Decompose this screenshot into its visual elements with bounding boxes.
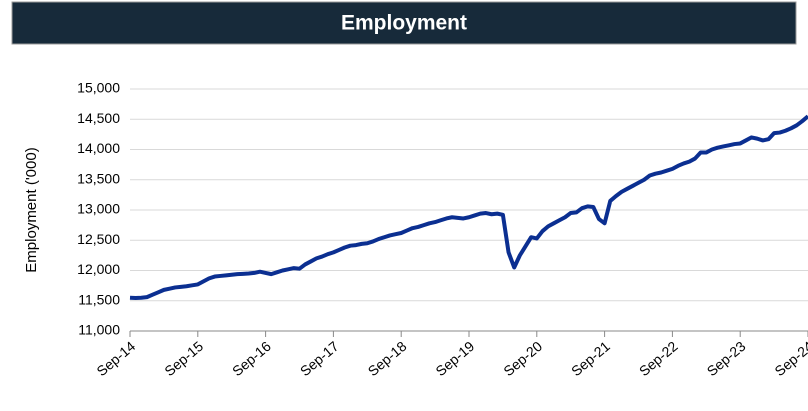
chart-title: Employment <box>341 12 467 35</box>
y-tick-label: 13,000 <box>77 201 120 217</box>
x-tick-label: Sep-14 <box>93 338 138 379</box>
y-axis-label: Employment ('000) <box>23 147 40 272</box>
y-tick-label: 13,500 <box>77 170 120 186</box>
x-tick-label: Sep-20 <box>500 338 545 379</box>
data-line <box>129 114 808 301</box>
x-tick-label: Sep-24 <box>771 338 808 379</box>
x-tick-label: Sep-19 <box>432 338 477 379</box>
y-tick-label: 12,000 <box>77 261 120 277</box>
y-tick-label: 11,500 <box>78 291 120 307</box>
title-bar <box>11 1 797 45</box>
x-tick-label: Sep-17 <box>297 338 342 379</box>
x-tick-label: Sep-23 <box>704 338 749 379</box>
y-tick-label: 12,500 <box>77 231 120 247</box>
x-tick-label: Sep-22 <box>636 338 681 379</box>
y-tick-label: 11,000 <box>78 322 120 338</box>
y-tick-label: 14,000 <box>77 140 120 156</box>
x-tick-label: Sep-15 <box>161 338 206 379</box>
y-tick-label: 15,000 <box>77 80 120 96</box>
x-tick-label: Sep-16 <box>229 338 274 379</box>
y-tick-label: 14,500 <box>77 110 120 126</box>
x-tick-label: Sep-21 <box>568 338 613 379</box>
x-tick-label: Sep-18 <box>365 338 410 379</box>
